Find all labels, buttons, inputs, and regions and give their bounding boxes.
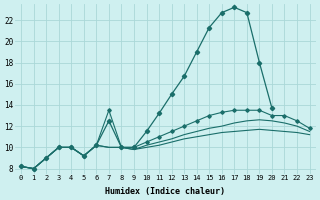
X-axis label: Humidex (Indice chaleur): Humidex (Indice chaleur) xyxy=(105,187,225,196)
